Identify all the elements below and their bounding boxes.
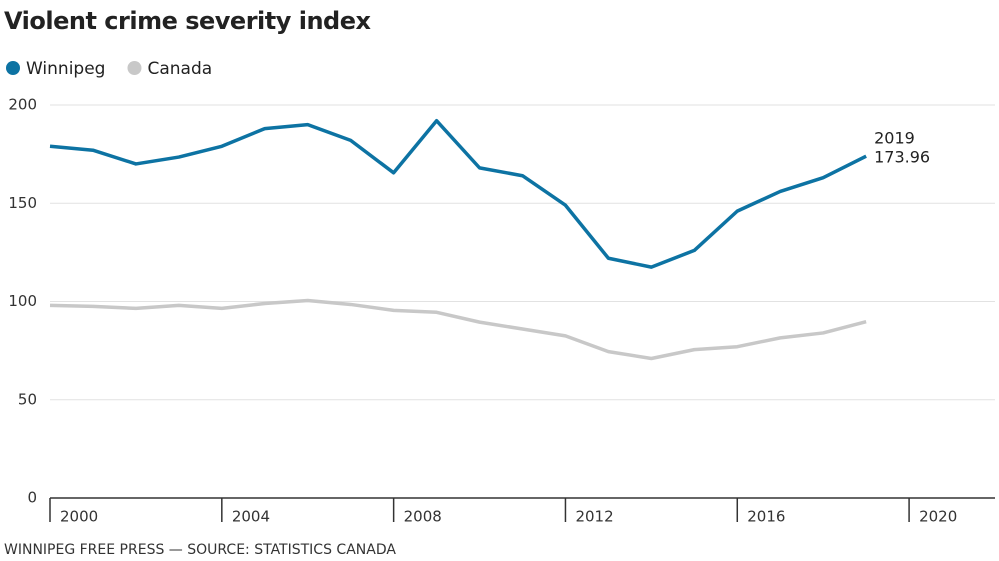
source: WINNIPEG FREE PRESS — SOURCE: STATISTICS… [4, 542, 396, 558]
line-series [49, 118, 867, 269]
legend-marker [127, 61, 142, 75]
y-tick-label: 50 [18, 390, 37, 408]
annotation-value: 173.96 [874, 148, 930, 167]
legend-label: Winnipeg [26, 59, 105, 79]
x-tick-label: 2016 [747, 508, 785, 526]
x-tick-label: 2012 [575, 508, 613, 526]
x-tick-label: 2000 [60, 508, 98, 526]
legend-label: Canada [147, 59, 212, 79]
y-tick-label: 100 [8, 292, 37, 310]
chart-title: Violent crime severity index [4, 7, 372, 35]
y-tick-label: 150 [8, 194, 37, 212]
y-tick-label: 200 [8, 96, 37, 114]
x-tick-label: 2020 [919, 508, 957, 526]
x-tick-label: 2008 [404, 508, 442, 526]
line-series [49, 298, 867, 361]
x-tick-label: 2004 [232, 508, 270, 526]
annotation-year: 2019 [874, 129, 915, 148]
y-tick-label: 0 [27, 489, 37, 507]
legend-marker [6, 61, 20, 75]
